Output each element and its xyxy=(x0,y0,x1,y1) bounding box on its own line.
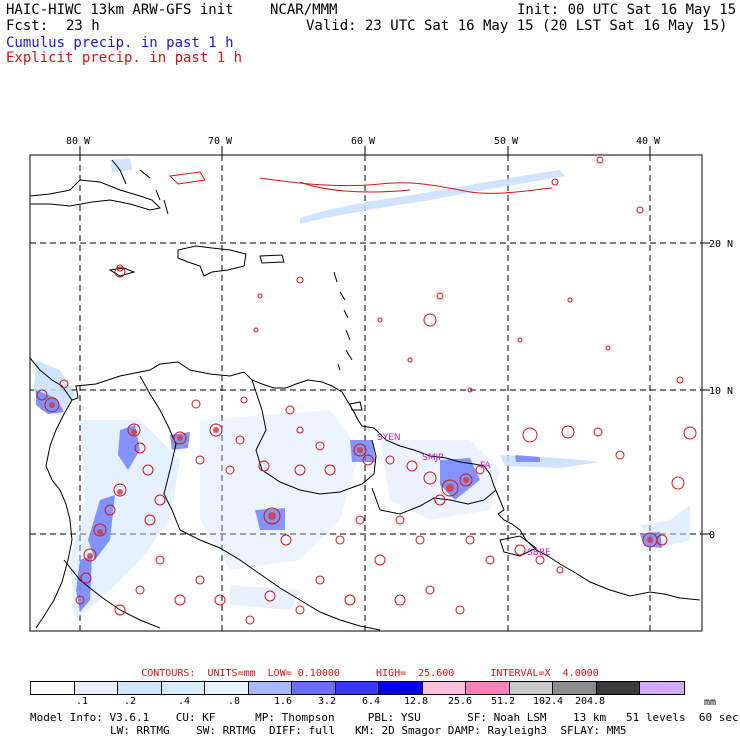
model-info-line2: LW: RRTMG SW: RRTMG DIFF: full KM: 2D Sm… xyxy=(110,724,627,737)
explicit-label: Explicit precip. in past 1 h xyxy=(6,50,243,66)
station-fa: FA xyxy=(480,461,491,471)
contours-info: CONTOURS: UNITS=mm LOW= 0.10000 HIGH= 25… xyxy=(141,668,599,679)
lon-label-70w: 70 W xyxy=(208,136,233,147)
fcst-label: Fcst: xyxy=(6,18,49,34)
station-syen: SYEN xyxy=(377,433,401,443)
color-scale xyxy=(30,681,685,695)
scale-cell xyxy=(292,682,336,694)
scale-label: 102.4 xyxy=(532,696,564,707)
lat-label-0: 0 xyxy=(709,530,715,541)
scale-cell xyxy=(74,682,118,694)
scale-cell xyxy=(31,682,75,694)
station-sbbe: SBBE xyxy=(527,548,551,558)
scale-cell xyxy=(248,682,292,694)
scale-labels: .1 .2 .4 .8 1.6 3.2 6.4 12.8 25.6 51.2 1… xyxy=(30,696,730,708)
station-smjp: SMJP xyxy=(422,453,444,463)
scale-label: .1 xyxy=(75,696,89,707)
explicit-heavy-cores xyxy=(49,402,653,559)
scale-cell xyxy=(118,682,162,694)
lon-label-50w: 50 W xyxy=(494,136,519,147)
lat-label-20n: 20 N xyxy=(709,239,733,250)
scale-cell xyxy=(161,682,205,694)
scale-label: .2 xyxy=(123,696,137,707)
axis-ticks xyxy=(79,146,710,535)
init-time: Init: 00 UTC Sat 16 May 15 xyxy=(517,2,737,18)
scale-cell xyxy=(509,682,553,694)
scale-cell xyxy=(466,682,510,694)
scale-label: 25.6 xyxy=(447,696,473,707)
model-info-line1: Model Info: V3.6.1 CU: KF MP: Thompson P… xyxy=(30,711,739,724)
lon-label-80w: 80 W xyxy=(66,136,91,147)
explicit-precip-contours xyxy=(36,156,697,625)
scale-cell xyxy=(553,682,597,694)
scale-cell xyxy=(379,682,423,694)
precip-map: 80 W 70 W 60 W 50 W 40 W 20 N 10 N 0 xyxy=(29,136,733,632)
scale-label: 204.8 xyxy=(574,696,606,707)
scale-label: .4 xyxy=(177,696,191,707)
units-label: mm xyxy=(704,697,717,708)
lon-label-60w: 60 W xyxy=(351,136,376,147)
scale-label: 12.8 xyxy=(403,696,429,707)
scale-label: 6.4 xyxy=(361,696,381,707)
scale-cell xyxy=(596,682,640,694)
scale-cell xyxy=(640,682,684,694)
scale-label: 1.6 xyxy=(273,696,293,707)
lat-lon-grid xyxy=(30,155,702,631)
map-frame xyxy=(29,154,703,632)
cumulus-label: Cumulus precip. in past 1 h xyxy=(6,35,234,51)
scale-label: .8 xyxy=(227,696,241,707)
scale-cell xyxy=(335,682,379,694)
scale-cell xyxy=(205,682,249,694)
scale-label: 51.2 xyxy=(490,696,516,707)
fcst-value: 23 h xyxy=(66,18,100,34)
coastlines xyxy=(29,159,701,631)
scale-label: 3.2 xyxy=(317,696,337,707)
lat-label-10n: 10 N xyxy=(709,386,733,397)
scale-cell xyxy=(422,682,466,694)
valid-time: Valid: 23 UTC Sat 16 May 15 (20 LST Sat … xyxy=(306,18,728,34)
org-label: NCAR/MMM xyxy=(270,2,338,18)
model-title: HAIC-HIWC 13km ARW-GFS init xyxy=(6,2,234,18)
lon-label-40w: 40 W xyxy=(636,136,661,147)
